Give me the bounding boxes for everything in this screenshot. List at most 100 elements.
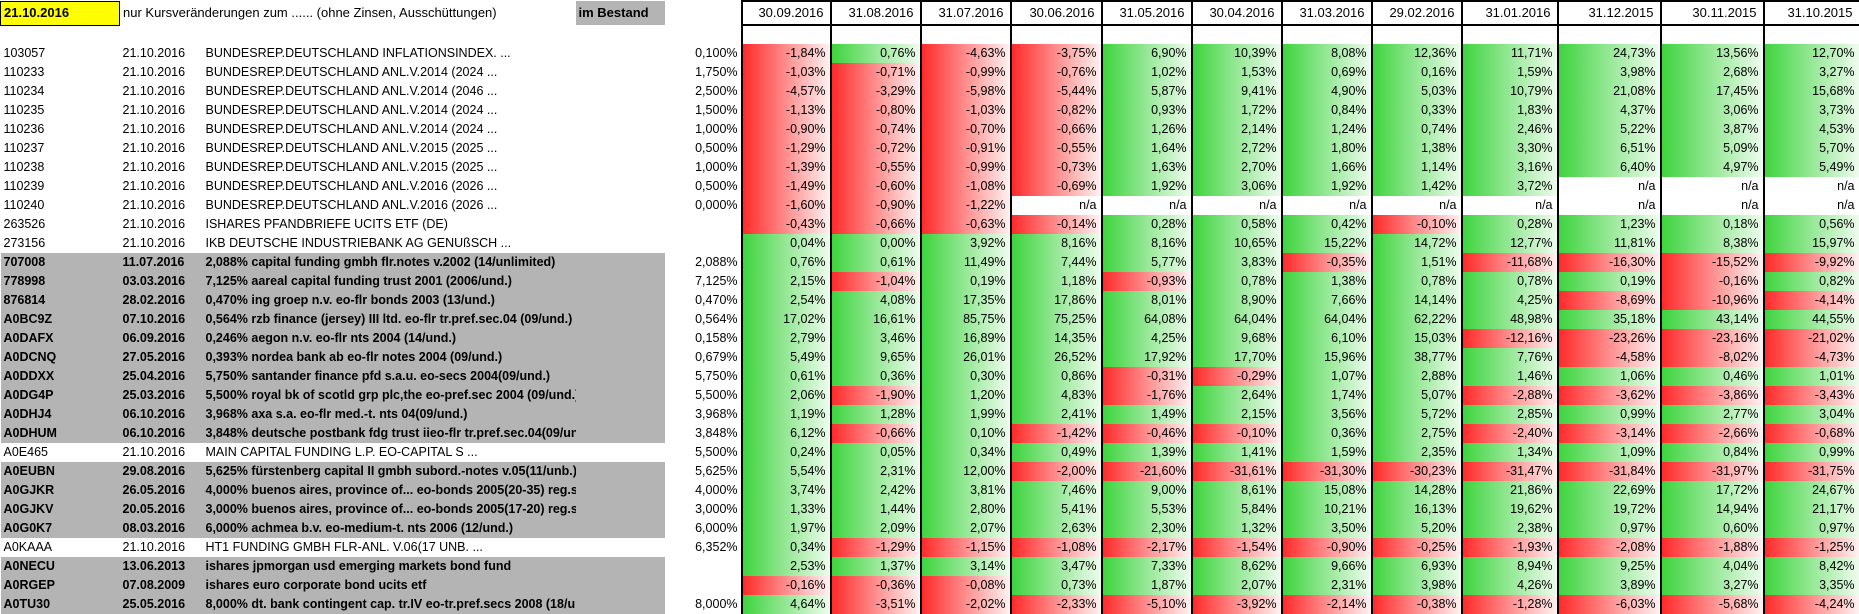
security-id: 110236 <box>1 120 120 139</box>
change-cell: 15,22% <box>1282 234 1372 253</box>
security-id: A0EUBN <box>1 462 120 481</box>
change-cell: 17,45% <box>1661 82 1764 101</box>
spacer <box>576 348 665 367</box>
change-cell: 2,30% <box>1102 519 1192 538</box>
change-cell: 2,64% <box>1192 386 1282 405</box>
change-cell: 3,98% <box>1558 63 1661 82</box>
change-cell: 0,10% <box>921 424 1011 443</box>
spacer <box>576 82 665 101</box>
change-cell: n/a <box>1011 196 1102 215</box>
period-header: 31.12.2015 <box>1558 1 1661 25</box>
date: 26.05.2016 <box>120 481 203 500</box>
security-name: ISHARES PFANDBRIEFE UCITS ETF (DE) <box>203 215 576 234</box>
change-cell: 43,14% <box>1661 310 1764 329</box>
change-cell: -0,68% <box>1764 424 1859 443</box>
change-cell: 9,66% <box>1282 557 1372 576</box>
holding: 3,848% <box>665 424 742 443</box>
change-cell: 2,15% <box>742 272 831 291</box>
spacer <box>576 462 665 481</box>
spacer <box>576 481 665 500</box>
change-cell: -2,14% <box>1282 595 1372 614</box>
change-cell: -4,24% <box>1764 595 1859 614</box>
holding: 0,470% <box>665 291 742 310</box>
change-cell: -2,88% <box>1462 386 1558 405</box>
change-cell: 19,62% <box>1462 500 1558 519</box>
spacer <box>576 310 665 329</box>
change-cell: 44,55% <box>1764 310 1859 329</box>
change-cell: -0,71% <box>831 63 921 82</box>
security-name: BUNDESREP.DEUTSCHLAND ANL.V.2016 (2026 .… <box>203 177 576 196</box>
period-header: 30.06.2016 <box>1011 1 1102 25</box>
change-cell: 2,14% <box>1192 120 1282 139</box>
change-cell: 1,72% <box>1192 101 1282 120</box>
change-cell: 0,84% <box>1661 443 1764 462</box>
holding: 2,500% <box>665 82 742 101</box>
change-cell: 2,77% <box>1661 405 1764 424</box>
date: 06.10.2016 <box>120 424 203 443</box>
change-cell: 3,98% <box>1372 576 1462 595</box>
change-cell: 0,18% <box>1661 215 1764 234</box>
change-cell: -0,80% <box>831 101 921 120</box>
change-cell: 0,00% <box>831 234 921 253</box>
change-cell: n/a <box>1764 196 1859 215</box>
change-cell: 21,86% <box>1462 481 1558 500</box>
change-cell: 14,28% <box>1372 481 1462 500</box>
change-cell: -23,26% <box>1558 329 1661 348</box>
change-cell: -1,49% <box>742 177 831 196</box>
security-id: 876814 <box>1 291 120 310</box>
change-cell: 48,98% <box>1462 310 1558 329</box>
change-cell: -1,04% <box>831 272 921 291</box>
change-cell: 0,76% <box>742 253 831 272</box>
change-cell: 14,35% <box>1011 329 1102 348</box>
security-name: BUNDESREP.DEUTSCHLAND ANL.V.2015 (2025 .… <box>203 158 576 177</box>
date: 21.10.2016 <box>120 538 203 557</box>
change-cell: 3,81% <box>921 481 1011 500</box>
change-cell: 1,09% <box>1558 443 1661 462</box>
change-cell: 1,64% <box>1102 139 1192 158</box>
change-cell: 3,06% <box>1192 177 1282 196</box>
change-cell: 19,72% <box>1558 500 1661 519</box>
holding: 6,352% <box>665 538 742 557</box>
change-cell: 3,35% <box>1764 576 1859 595</box>
change-cell: -0,73% <box>1011 158 1102 177</box>
security-name: 2,088% capital funding gmbh flr.notes v.… <box>203 253 576 272</box>
security-id: 263526 <box>1 215 120 234</box>
change-cell: 0,19% <box>921 272 1011 291</box>
security-id: 707008 <box>1 253 120 272</box>
security-id: A0BC9Z <box>1 310 120 329</box>
spacer <box>576 253 665 272</box>
change-cell: n/a <box>1372 196 1462 215</box>
change-cell: 3,47% <box>1011 557 1102 576</box>
change-cell: -31,97% <box>1661 462 1764 481</box>
change-cell: 24,73% <box>1558 44 1661 63</box>
change-cell: 1,19% <box>742 405 831 424</box>
change-cell: 4,25% <box>1102 329 1192 348</box>
holding: 5,500% <box>665 443 742 462</box>
empty-cell <box>1558 25 1661 44</box>
change-cell: 4,64% <box>742 595 831 614</box>
change-cell: -5,10% <box>1102 595 1192 614</box>
change-cell: -4,57% <box>742 82 831 101</box>
change-cell: 5,20% <box>1372 519 1462 538</box>
change-cell: -0,99% <box>921 158 1011 177</box>
change-cell: -4,73% <box>1764 348 1859 367</box>
change-cell: 1,59% <box>1462 63 1558 82</box>
change-cell: 6,40% <box>1558 158 1661 177</box>
change-cell: 3,16% <box>1462 158 1558 177</box>
change-cell: 2,31% <box>831 462 921 481</box>
security-name: 5,500% royal bk of scotld grp plc,the eo… <box>203 386 576 405</box>
change-cell: 0,99% <box>1558 405 1661 424</box>
change-cell: -11,68% <box>1462 253 1558 272</box>
security-id: A0G0K7 <box>1 519 120 538</box>
change-cell: 10,21% <box>1282 500 1372 519</box>
change-cell: 17,86% <box>1011 291 1102 310</box>
change-cell: 38,77% <box>1372 348 1462 367</box>
date: 21.10.2016 <box>120 44 203 63</box>
